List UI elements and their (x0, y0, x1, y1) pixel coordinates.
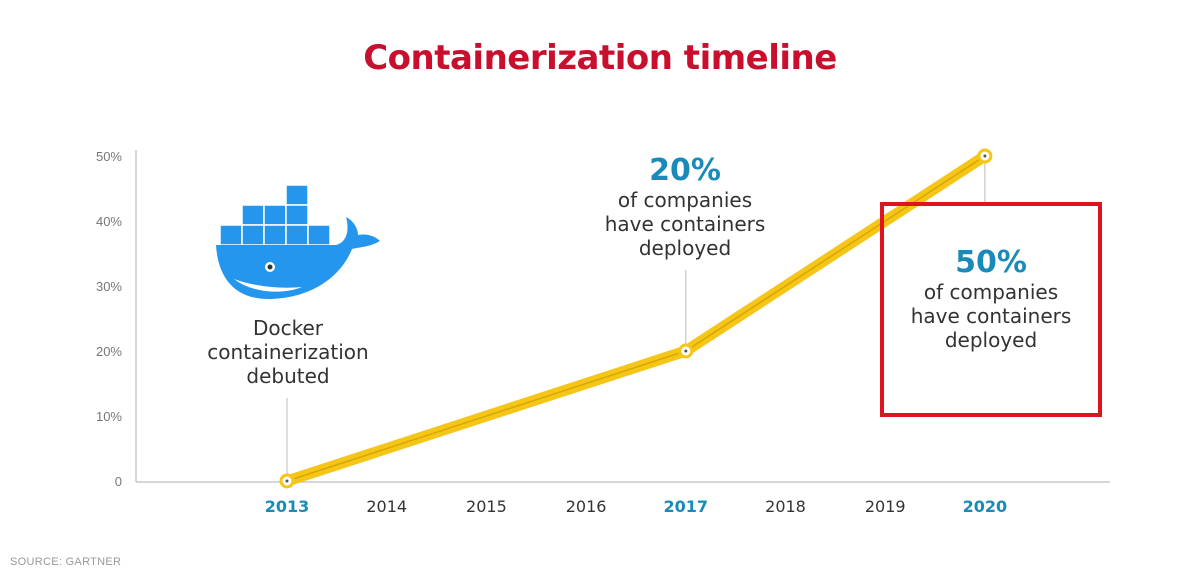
annotation-line: debuted (246, 364, 330, 388)
data-point-center (684, 349, 688, 353)
data-point-center (285, 479, 289, 483)
docker-whale-logo-icon (216, 184, 380, 299)
annotation-value: 20% (649, 153, 721, 188)
x-tick-label: 2015 (466, 497, 507, 516)
annotation-line: have containers (604, 212, 766, 236)
y-tick-label: 50% (96, 149, 122, 164)
annotation-line: Docker (252, 316, 324, 340)
x-tick-label: 2014 (366, 497, 407, 516)
annotation-line: containerization (207, 340, 369, 364)
annotation-2020: 50% of companies have containers deploye… (884, 245, 1098, 353)
annotation-line: deployed (638, 236, 732, 260)
source-note: SOURCE: GARTNER (10, 556, 122, 568)
x-tick-label: 2020 (963, 497, 1008, 516)
annotation-line: of companies (923, 280, 1059, 304)
annotation-2017: 20% of companies have containers deploye… (585, 153, 785, 261)
annotation-line: of companies (617, 188, 753, 212)
x-tick-label: 2016 (566, 497, 607, 516)
x-tick-label: 2019 (865, 497, 906, 516)
x-tick-label: 2013 (265, 497, 310, 516)
y-tick-label: 10% (96, 409, 122, 424)
y-tick-label: 20% (96, 344, 122, 359)
annotation-value: 50% (955, 245, 1027, 280)
chart-title: Containerization timeline (363, 38, 837, 78)
annotation-line: have containers (910, 304, 1072, 328)
highlight-box (880, 202, 1102, 417)
data-point-center (983, 154, 987, 158)
y-tick-label: 0 (115, 474, 122, 489)
y-tick-label: 40% (96, 214, 122, 229)
x-tick-label: 2017 (664, 497, 709, 516)
annotation-2013: Docker containerization debuted (198, 316, 378, 388)
annotation-line: deployed (944, 328, 1038, 352)
y-tick-label: 30% (96, 279, 122, 294)
x-tick-label: 2018 (765, 497, 806, 516)
